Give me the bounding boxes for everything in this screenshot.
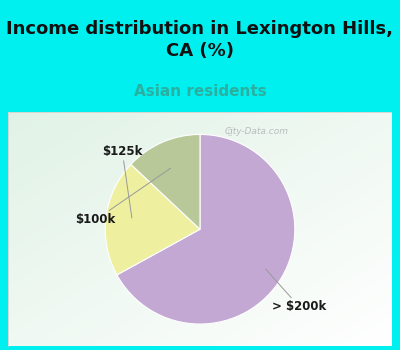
- Wedge shape: [117, 134, 295, 324]
- Text: 🔍: 🔍: [227, 128, 232, 135]
- Wedge shape: [105, 164, 200, 275]
- Text: Income distribution in Lexington Hills,
CA (%): Income distribution in Lexington Hills, …: [6, 20, 394, 60]
- Text: $125k: $125k: [102, 145, 142, 218]
- Wedge shape: [131, 134, 200, 229]
- Text: Asian residents: Asian residents: [134, 84, 266, 99]
- Text: > $200k: > $200k: [266, 269, 327, 314]
- Text: $100k: $100k: [76, 168, 171, 226]
- Text: City-Data.com: City-Data.com: [224, 127, 288, 136]
